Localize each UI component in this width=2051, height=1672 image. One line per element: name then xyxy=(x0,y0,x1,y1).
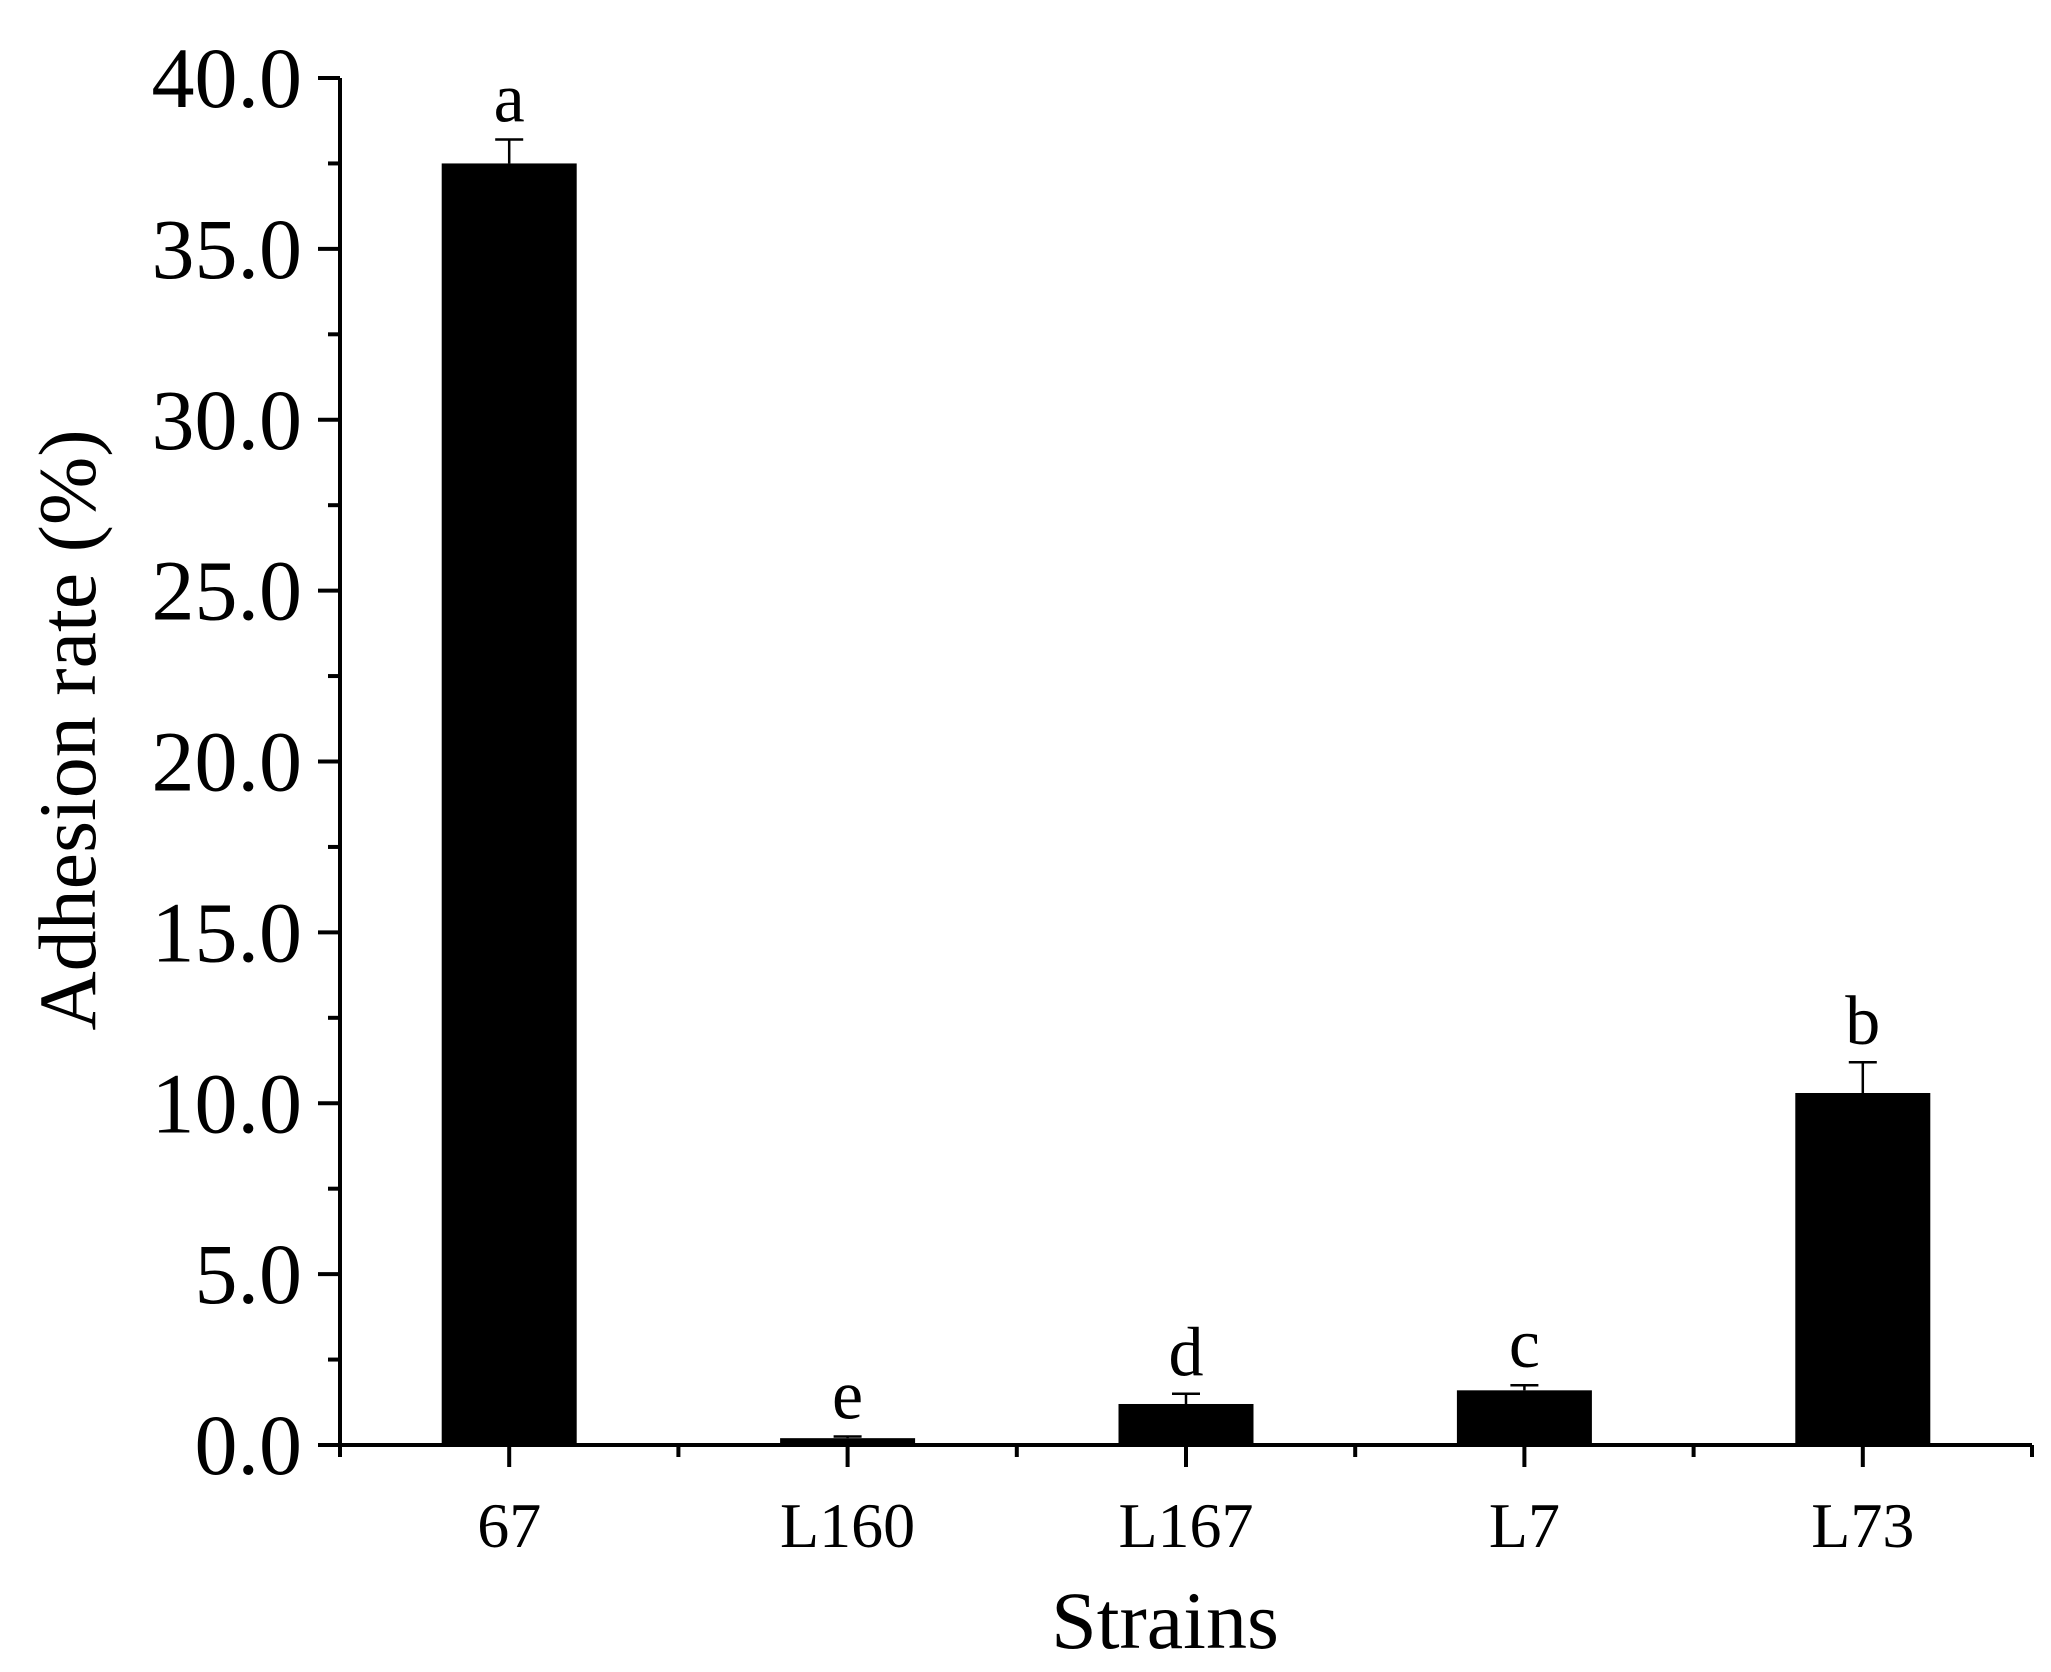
y-tick-label: 35.0 xyxy=(152,201,303,297)
x-tick-label: 67 xyxy=(477,1490,541,1561)
significance-label: e xyxy=(832,1357,863,1434)
significance-label: c xyxy=(1509,1306,1540,1383)
bar-67 xyxy=(441,163,577,1445)
significance-label: d xyxy=(1169,1315,1204,1392)
bar-l160 xyxy=(780,1438,916,1445)
y-tick-label: 10.0 xyxy=(152,1055,303,1151)
y-tick-label: 15.0 xyxy=(152,884,303,980)
y-axis-title: Adhesion rate (%) xyxy=(22,429,113,1030)
y-tick-label: 5.0 xyxy=(195,1226,303,1322)
x-axis-title: Strains xyxy=(1051,1575,1279,1666)
y-tick-label: 20.0 xyxy=(152,714,303,810)
y-tick-label: 30.0 xyxy=(152,372,303,468)
x-tick-label: L73 xyxy=(1811,1490,1914,1561)
bar-l7 xyxy=(1456,1390,1592,1445)
bar-l73 xyxy=(1795,1092,1931,1445)
y-tick-label: 25.0 xyxy=(152,543,303,639)
bars xyxy=(441,138,1931,1445)
x-tick-label: L167 xyxy=(1118,1490,1253,1561)
labels: 0.0 5.0 10.0 15.0 20.0 25.0 30.0 35.0 40.0 a 67 e L1… xyxy=(152,30,1915,1561)
x-tick-label: L160 xyxy=(780,1490,915,1561)
y-tick-label: 40.0 xyxy=(152,30,303,126)
significance-label: a xyxy=(494,61,525,138)
y-tick-label: 0.0 xyxy=(195,1397,303,1493)
x-tick-label: L7 xyxy=(1489,1490,1560,1561)
significance-label: b xyxy=(1845,983,1880,1060)
axes xyxy=(318,76,2034,1467)
bar-l167 xyxy=(1118,1403,1254,1445)
